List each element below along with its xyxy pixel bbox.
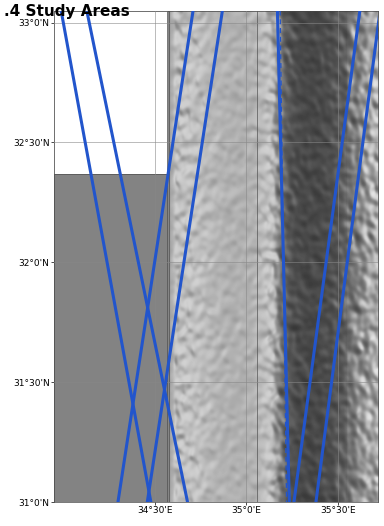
Text: .4 Study Areas: .4 Study Areas (4, 4, 129, 19)
Bar (54, 11, 167, 174)
Bar (54, 174, 167, 502)
